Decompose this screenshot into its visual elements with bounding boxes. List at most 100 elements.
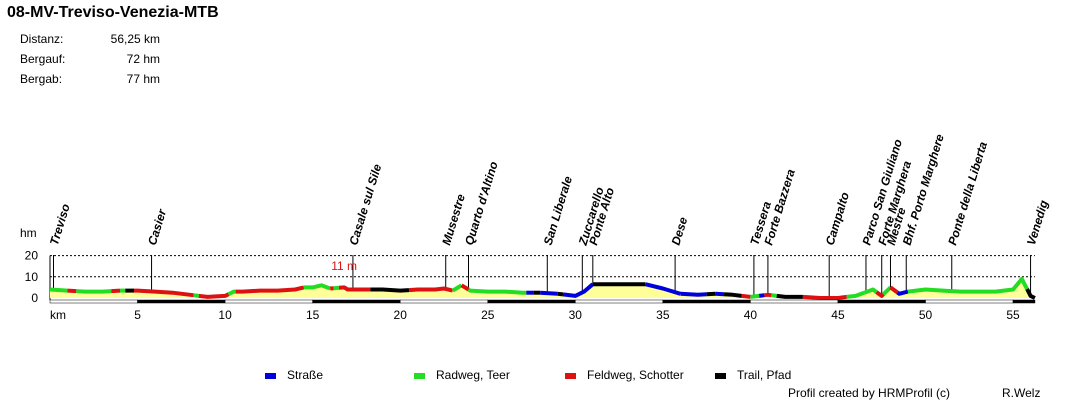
km-band <box>399 299 489 304</box>
profile-segment-green <box>49 287 68 293</box>
elevation-area <box>50 278 1035 298</box>
legend-label-road: Straße <box>287 368 324 382</box>
stat-ascent-value: 72 hm <box>126 52 160 66</box>
x-tick-label: 45 <box>831 308 845 322</box>
km-band <box>1012 299 1036 304</box>
place-label: Casier <box>145 206 170 246</box>
profile-segment-black <box>370 287 410 293</box>
legend-swatch-road <box>265 372 276 379</box>
profile-segment-blue <box>540 290 558 296</box>
profile-segment-red <box>338 285 371 292</box>
x-tick-label: 10 <box>218 308 232 322</box>
profile-segment-red <box>67 288 77 294</box>
y-tick-label: 0 <box>31 291 38 305</box>
profile-segment-red <box>111 288 121 294</box>
profile-segment-red <box>235 285 305 294</box>
place-label: Venedig <box>1024 198 1051 247</box>
x-tick-label: 35 <box>656 308 670 322</box>
profile-segment-green <box>882 285 892 296</box>
legend-swatch-gravel <box>565 372 576 379</box>
profile-segment-green <box>771 293 777 298</box>
profile-segment-red <box>198 292 230 299</box>
profile-segment-green <box>750 293 760 299</box>
profile-segment-black <box>776 293 803 299</box>
y-tick-label: 20 <box>25 249 39 263</box>
profile-segment-red <box>875 290 885 298</box>
place-label: Ponte della Liberta <box>945 140 990 247</box>
profile-segment-green <box>846 290 865 299</box>
legend-label-gravel: Feldweg, Schotter <box>587 368 684 382</box>
chart-title: 08-MV-Treviso-Venezia-MTB <box>7 4 219 21</box>
km-band <box>312 299 401 304</box>
km-band <box>224 299 313 304</box>
profile-segment-green <box>451 283 463 293</box>
profile-segment-green <box>193 293 200 298</box>
profile-segment-blue <box>715 291 725 297</box>
km-band <box>575 299 664 304</box>
profile-segment-green <box>76 289 112 294</box>
legend-swatch-bikepath <box>414 372 425 379</box>
stat-descent: Bergab: 77 hm <box>20 72 160 86</box>
profile-segment-black <box>1025 288 1036 300</box>
stat-descent-label: Bergab: <box>20 72 63 86</box>
footer-author: R.Welz <box>1002 386 1041 400</box>
footer-credit: Profil created by HRMProfil (c) <box>788 386 951 400</box>
km-band <box>662 299 751 304</box>
x-tick-label: 15 <box>306 308 320 322</box>
km-band <box>487 299 576 304</box>
profile-segment-red <box>802 294 847 300</box>
profile-segment-green <box>227 289 236 296</box>
profile-segment-red <box>460 283 470 292</box>
x-tick-label: 50 <box>919 308 933 322</box>
x-tick-label: 30 <box>569 308 583 322</box>
place-label: San Liberale <box>541 174 575 247</box>
profile-segment-green <box>303 283 331 291</box>
profile-segment-red <box>134 288 194 298</box>
place-label: Treviso <box>47 202 73 247</box>
max-elevation-label: 11 m <box>331 259 357 273</box>
km-band <box>137 299 226 304</box>
x-tick-label: 25 <box>481 308 495 322</box>
legend-item-bikepath: Radweg, Teer <box>414 368 510 382</box>
place-label: Bhf. Porto Marghere <box>900 132 947 247</box>
stat-ascent: Bergauf: 72 hm <box>20 52 160 66</box>
x-tick-label: 40 <box>744 308 758 322</box>
place-label: Dese <box>669 215 691 247</box>
stat-descent-value: 77 hm <box>126 72 160 86</box>
y-tick-label: 10 <box>25 270 39 284</box>
legend-swatch-trail <box>715 372 726 379</box>
profile-segment-black <box>723 292 742 298</box>
y-unit-label: hm <box>20 226 37 240</box>
profile-segment-red <box>741 293 751 299</box>
km-band <box>750 299 839 304</box>
legend-label-bikepath: Radweg, Teer <box>436 368 510 382</box>
stat-ascent-label: Bergauf: <box>20 52 66 66</box>
km-band <box>925 299 1014 304</box>
profile-segment-blue <box>758 293 765 298</box>
profile-segment-black <box>557 291 564 297</box>
legend-item-road: Straße <box>265 368 323 382</box>
stat-distance-label: Distanz: <box>20 32 64 46</box>
profile-segment-blue <box>562 282 595 298</box>
place-label: Quarto d'Altino <box>462 160 501 247</box>
legend-item-gravel: Feldweg, Schotter <box>565 368 684 382</box>
place-label: Campalto <box>823 190 852 246</box>
profile-segment-green <box>907 276 1029 294</box>
place-label: Casale sul Sile <box>346 162 384 247</box>
x-tick-label: 5 <box>134 308 141 322</box>
legend-label-trail: Trail, Pfad <box>737 368 792 382</box>
profile-segment-green <box>863 287 878 295</box>
profile-segment-green <box>467 287 527 295</box>
x-tick-label: 55 <box>1006 308 1020 322</box>
profile-segment-blue <box>680 291 707 297</box>
stat-distance: Distanz: 56,25 km <box>20 32 160 46</box>
profile-segment-blue <box>644 282 681 296</box>
stat-distance-value: 56,25 km <box>110 32 160 46</box>
profile-segment-red <box>889 285 899 295</box>
profile-segment-red <box>408 286 454 293</box>
legend-item-trail: Trail, Pfad <box>715 368 791 382</box>
x-tick-label: 20 <box>394 308 408 322</box>
km-band <box>837 299 926 304</box>
profile-segment-blue <box>896 289 909 296</box>
